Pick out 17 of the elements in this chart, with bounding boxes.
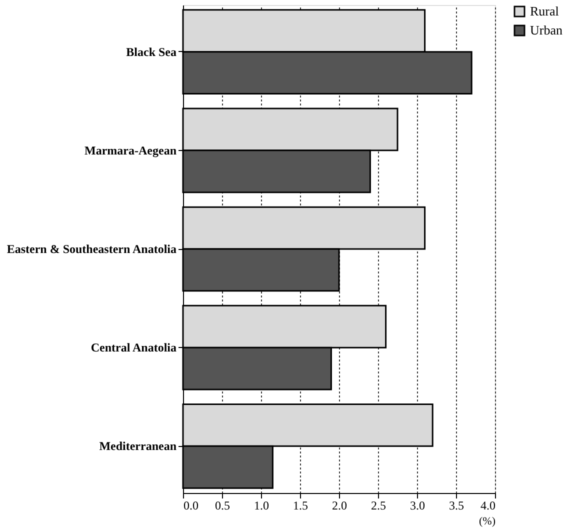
- x-tick-label: 2.0: [332, 498, 347, 512]
- y-tick-label: Central Anatolia: [90, 340, 176, 355]
- x-tick-label: 0.0: [184, 498, 198, 512]
- x-tick-label: 1.0: [254, 498, 269, 512]
- x-tick-label: 3.0: [410, 498, 425, 512]
- x-tick-label: 4.0: [480, 498, 496, 512]
- x-tick-label: 2.5: [371, 498, 386, 512]
- x-tick-label: 3.5: [449, 498, 464, 512]
- y-tick-label: Mediterranean: [99, 439, 177, 454]
- y-tick-label: Black Sea: [126, 44, 176, 59]
- y-tick-label: Eastern & Southeastern Anatolia: [6, 242, 176, 256]
- x-axis-title: (%): [479, 516, 496, 528]
- y-tick-label: Marmara-Aegean: [84, 143, 177, 158]
- legend-label: Rural: [530, 4, 560, 18]
- x-tick-label: 0.5: [215, 498, 230, 512]
- legend-label: Urban: [530, 22, 563, 38]
- x-tick-label: 1.5: [293, 498, 308, 512]
